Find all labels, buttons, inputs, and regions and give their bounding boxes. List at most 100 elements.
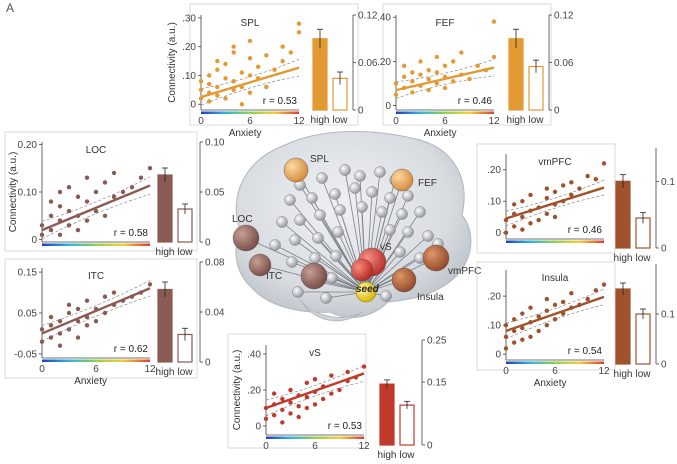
- data-point: [206, 99, 212, 104]
- bar-high: [312, 38, 328, 111]
- brain-node-fef: [390, 168, 414, 192]
- brain-node: [284, 194, 296, 206]
- data-point: [491, 54, 497, 60]
- fit-line: [265, 372, 365, 410]
- panel-title: SPL: [241, 18, 260, 29]
- panel-frame: [476, 261, 616, 371]
- data-point: [520, 311, 525, 316]
- data-point: [585, 173, 590, 179]
- bar-category-label: high: [156, 367, 175, 378]
- data-point: [280, 58, 285, 64]
- x-tick-label: 12: [598, 366, 610, 377]
- data-point: [520, 199, 525, 204]
- panel-frame: [4, 131, 198, 252]
- data-point: [528, 305, 533, 310]
- data-point: [304, 380, 310, 385]
- brain-node: [330, 250, 342, 262]
- data-point: [544, 308, 550, 313]
- y-tick-label: .30: [182, 13, 196, 24]
- bar-y-tick-label: 0: [661, 244, 667, 255]
- y-tick-label: .10: [487, 321, 501, 332]
- fit-line: [505, 186, 605, 220]
- bar-category-label: low: [399, 450, 415, 461]
- data-point: [569, 291, 574, 296]
- bar-y-tick-label: 0.06: [358, 58, 378, 69]
- data-point: [520, 227, 525, 232]
- brain-node: [334, 204, 346, 216]
- ci-lower: [41, 193, 151, 240]
- brain-node: [376, 206, 388, 218]
- brain-edge: [337, 231, 367, 293]
- bar-y-tick-label: 0: [358, 106, 364, 117]
- data-point: [264, 53, 269, 58]
- y-axis-label: Connectivity (a.u.): [232, 350, 243, 431]
- brain-node-insula: [391, 267, 417, 293]
- y-tick-label: 0.10: [18, 188, 38, 199]
- data-point: [84, 218, 90, 223]
- data-point: [215, 93, 220, 98]
- data-point: [528, 221, 533, 226]
- data-point: [102, 180, 108, 185]
- data-point: [111, 170, 117, 176]
- bar-y-tick-label: 0.10: [205, 138, 225, 149]
- data-point: [401, 63, 407, 69]
- brain-node: [356, 201, 368, 213]
- data-point: [57, 331, 63, 336]
- data-point: [560, 299, 566, 305]
- x-axis-label: Anxiety: [534, 378, 567, 389]
- data-point: [520, 325, 525, 331]
- data-point: [57, 232, 63, 238]
- data-point: [84, 199, 90, 204]
- ci-upper: [41, 176, 151, 222]
- anxiety-colorbar: [506, 361, 604, 364]
- x-tick-label: 6: [93, 364, 99, 375]
- data-point: [560, 183, 566, 188]
- x-tick-label: 12: [293, 116, 305, 127]
- data-point: [255, 64, 261, 70]
- data-point: [231, 79, 236, 84]
- brain-node: [320, 292, 332, 304]
- data-point: [223, 76, 228, 81]
- data-point: [48, 323, 54, 328]
- data-point: [569, 192, 574, 198]
- brain-node: [384, 192, 396, 204]
- data-point: [544, 195, 550, 201]
- x-tick-label: 12: [358, 441, 370, 452]
- fit-line: [41, 184, 151, 232]
- data-point: [280, 44, 285, 49]
- data-point: [111, 194, 117, 199]
- data-point: [434, 81, 440, 86]
- y-tick-label: .20: [487, 165, 501, 176]
- bar-low: [399, 404, 415, 446]
- data-point: [361, 364, 367, 369]
- data-point: [544, 296, 550, 302]
- data-point: [206, 81, 212, 87]
- data-point: [66, 327, 72, 332]
- data-point: [569, 180, 574, 185]
- anxiety-colorbar: [266, 436, 364, 439]
- data-point: [601, 161, 607, 166]
- y-tick-label: .40: [377, 13, 391, 24]
- brain-node: [312, 232, 324, 244]
- data-point: [271, 413, 277, 418]
- brain-node-vs2: [350, 258, 374, 282]
- brain-edge: [294, 239, 367, 293]
- brain-node: [366, 186, 378, 198]
- data-point: [393, 81, 399, 86]
- data-point: [39, 232, 45, 238]
- data-point: [48, 335, 54, 340]
- data-point: [57, 318, 63, 324]
- data-point: [147, 282, 153, 287]
- ci-upper: [395, 58, 495, 83]
- data-point: [410, 79, 415, 84]
- data-point: [459, 50, 464, 55]
- data-point: [288, 387, 293, 393]
- data-point: [39, 327, 45, 332]
- r-label: r = 0.46: [458, 96, 493, 107]
- brain-label-insula: Insula: [417, 292, 444, 303]
- brain-label-vmpfc: vmPFC: [448, 266, 481, 277]
- brain-node: [316, 172, 328, 184]
- data-point: [442, 85, 448, 91]
- brain-edge: [245, 237, 367, 293]
